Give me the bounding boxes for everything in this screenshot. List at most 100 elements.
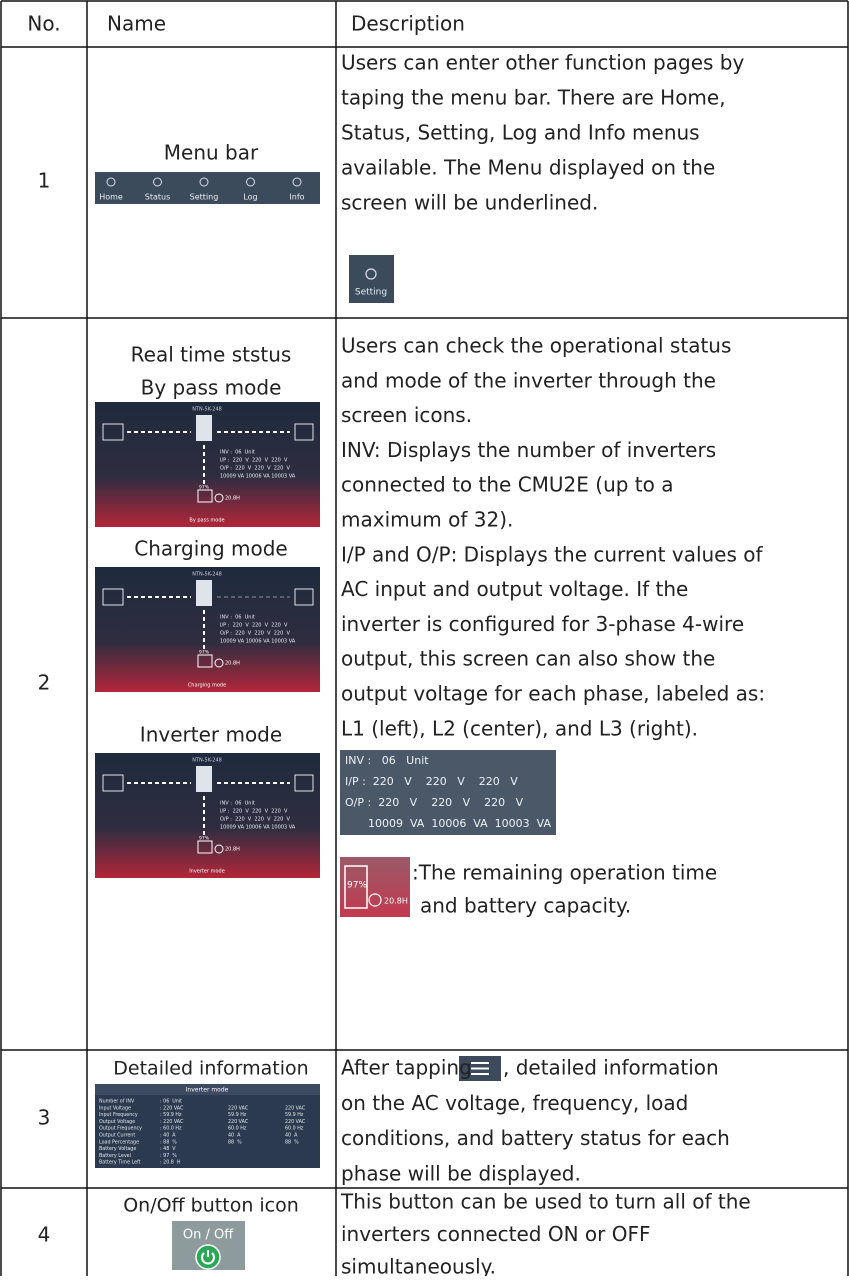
row-number: 4 xyxy=(38,1223,51,1247)
detail-cell: Input Frequency xyxy=(99,1112,138,1118)
inv-panel-line: 10009 VA 10006 VA 10003 VA xyxy=(368,817,551,830)
detail-cell: Output Voltage xyxy=(99,1119,135,1125)
description-line: Users can check the operational status xyxy=(341,334,731,358)
screen-caption: Inverter mode xyxy=(189,869,225,875)
detail-cell: Battery Time Left xyxy=(99,1160,141,1166)
battery-description: :The remaining operation time xyxy=(412,861,717,885)
battery-level: 97% xyxy=(347,881,367,891)
menu-item: Status xyxy=(145,193,171,202)
header-cell: No. xyxy=(27,12,60,36)
battery-time: 20.8H xyxy=(384,897,408,906)
description-line: phase will be displayed. xyxy=(341,1161,581,1185)
screen-model: NTN-5K-248 xyxy=(192,758,222,764)
screen-grid-icon xyxy=(102,588,124,606)
menu-item: Setting xyxy=(190,193,219,202)
detail-cell: 59.9 Hz xyxy=(228,1112,247,1118)
detail-cell: Battery Voltage xyxy=(99,1146,136,1152)
screen-caption: By pass mode xyxy=(189,518,224,524)
description-line: Status, Setting, Log and Info menus xyxy=(341,121,700,145)
description-line: L1 (left), L2 (center), and L3 (right). xyxy=(341,716,698,740)
description-line: maximum of 32). xyxy=(341,508,513,532)
screen-label: Inverter mode xyxy=(140,723,282,747)
detail-cell: 220 VAC xyxy=(228,1119,249,1125)
detail-cell: : 60.0 Hz xyxy=(160,1126,182,1132)
screen-inv-line: O/P : 220 V 220 V 220 V xyxy=(220,817,290,823)
description-line: INV: Displays the number of inverters xyxy=(341,438,716,462)
row-number: 1 xyxy=(38,169,51,193)
screen-clock xyxy=(214,493,224,503)
menu-item: Home xyxy=(99,193,123,202)
menu-item: Log xyxy=(243,193,257,202)
row-name: Real time ststus xyxy=(131,343,292,367)
detail-cell: 59.9 Hz xyxy=(285,1112,304,1118)
detail-title: Inverter mode xyxy=(186,1087,229,1094)
description-line: , detailed information xyxy=(503,1056,719,1080)
screen-clock xyxy=(214,844,224,854)
screen-inv-line: INV : 06 Unit xyxy=(220,615,255,621)
menu-icon xyxy=(153,177,162,187)
screen-battery xyxy=(197,489,213,503)
screen-battery-level: 97% xyxy=(199,485,210,491)
screen-battery-level: 97% xyxy=(199,836,210,842)
screen-time: 20.8H xyxy=(225,496,240,502)
screen-model: NTN-5K-248 xyxy=(192,407,222,413)
detail-cell: 220 VAC xyxy=(285,1105,306,1111)
screen-inv-line: 10009 VA 10006 VA 10003 VA xyxy=(220,825,296,831)
detail-cell: : 40 A xyxy=(160,1133,176,1139)
description-line: AC input and output voltage. If the xyxy=(341,577,688,601)
detail-cell: 88 % xyxy=(285,1139,299,1145)
row-name: Detailed information xyxy=(113,1058,308,1080)
menu-icon xyxy=(246,177,255,187)
description-line: available. The Menu displayed on the xyxy=(341,156,715,180)
screen-inverter-icon xyxy=(196,580,212,606)
onoff-glyph xyxy=(201,1250,215,1265)
screen-inverter-icon xyxy=(196,415,212,441)
detail-cell: 220 VAC xyxy=(285,1119,306,1125)
detail-cell: 88 % xyxy=(228,1139,242,1145)
row-name: On/Off button icon xyxy=(123,1195,299,1217)
menu-bar-image xyxy=(95,172,320,204)
screen-load-icon xyxy=(294,423,314,441)
description-line: inverters connected ON or OFF xyxy=(341,1222,650,1246)
onoff-label: On / Off xyxy=(183,1228,234,1243)
battery-outline xyxy=(344,865,368,909)
detail-cell: : 06 Unit xyxy=(160,1099,182,1105)
detail-cell: 40 A xyxy=(228,1133,241,1139)
description-line: I/P and O/P: Displays the current values… xyxy=(341,542,764,566)
description-line: connected to the CMU2E (up to a xyxy=(341,473,674,497)
inv-panel-line: INV : 06 Unit xyxy=(345,754,429,767)
screen-battery xyxy=(197,840,213,854)
detail-cell: : 20.8 H xyxy=(160,1160,181,1166)
inv-panel-line: O/P : 220 V 220 V 220 V xyxy=(345,796,524,809)
screen-inv-line: I/P : 220 V 220 V 220 V xyxy=(220,458,288,464)
screen-load-icon xyxy=(294,588,314,606)
screen-inv-line: INV : 06 Unit xyxy=(220,450,255,456)
screen-inv-line: O/P : 220 V 220 V 220 V xyxy=(220,631,290,637)
description-line: output voltage for each phase, labeled a… xyxy=(341,682,765,706)
screen-inv-line: 10009 VA 10006 VA 10003 VA xyxy=(220,474,296,480)
menu-icon xyxy=(292,177,302,187)
menu-icon xyxy=(199,177,209,187)
screen-model: NTN-5K-248 xyxy=(192,572,222,578)
screen-battery-level: 97% xyxy=(199,650,210,656)
setting-glyph xyxy=(365,268,377,280)
row-name: Menu bar xyxy=(164,141,259,165)
detail-cell: Output Frequency xyxy=(99,1126,142,1132)
inv-panel-line: I/P : 220 V 220 V 220 V xyxy=(345,775,518,788)
header-cell: Description xyxy=(351,12,465,36)
description-line: screen will be underlined. xyxy=(341,191,598,215)
detail-cell: Output Current xyxy=(99,1133,135,1139)
detail-cell: : 88 % xyxy=(160,1139,177,1145)
screen-inv-line: 10009 VA 10006 VA 10003 VA xyxy=(220,639,296,645)
detail-cell: : 48 V xyxy=(160,1146,176,1152)
screen-caption: Charging mode xyxy=(188,683,226,689)
description-line: output, this screen can also show the xyxy=(341,647,715,671)
screen-clock xyxy=(214,658,224,668)
hamburger-icon xyxy=(459,1056,501,1081)
description-line: on the AC voltage, frequency, load xyxy=(341,1091,688,1115)
battery-icon xyxy=(340,857,410,917)
screen-grid-icon xyxy=(102,774,124,792)
